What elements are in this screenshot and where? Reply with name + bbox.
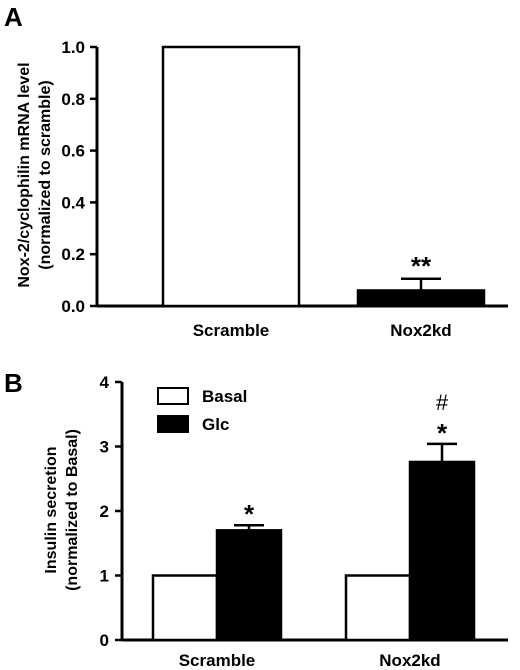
panel-b-significance-mark: * [244,499,255,529]
panel-b-chart: 0 1 2 3 4 * * # Scramble Nox2kd Basal Glc [100,373,508,670]
panel-a-ytick-label: 0.6 [61,142,85,161]
panel-b-legend-swatch [157,415,189,433]
panel-b-category-label: Nox2kd [379,651,440,670]
panel-a-category-label: Nox2kd [390,321,451,340]
panel-b-legend-swatch [157,387,189,405]
panel-a-ytick-label: 0.2 [61,245,85,264]
panel-b-legend-label: Basal [202,387,247,406]
panel-b-ytick-label: 4 [100,373,110,392]
panel-b-legend-label: Glc [202,415,229,434]
panel-b-bar [408,460,476,642]
panel-a-ytick-label: 0.0 [61,297,85,316]
panel-b-significance-mark: * [437,418,448,448]
panel-b-category-label: Scramble [179,651,256,670]
panel-b-bar [344,574,412,642]
panel-a-bar [161,45,301,308]
panel-b-ytick-label: 0 [100,631,109,650]
panel-a-ylabel-line2: (normalized to scramble) [37,80,54,269]
panel-b-hash-mark: # [436,390,449,415]
panel-a-significance-mark: ** [411,251,432,281]
panel-a-ytick-label: 0.4 [61,193,85,212]
panel-b-ytick-label: 2 [100,502,109,521]
panel-b-ytick-label: 3 [100,438,109,457]
panel-a-ytick-label: 1.0 [61,38,85,57]
panel-a-ytick-label: 0.8 [61,90,85,109]
panel-b-letter: B [4,368,23,398]
panel-b-ytick-label: 1 [100,567,109,586]
panel-b-ylabel-line1: Insulin secretion [43,446,60,573]
panel-a-bar [356,289,486,308]
panel-b-ylabel-line2: (normalized to Basal) [64,429,81,591]
panel-a-category-label: Scramble [193,321,270,340]
panel-a-ylabel-line1: Nox-2/cyclophilin mRNA level [16,62,33,287]
panel-b-bar [215,529,283,642]
panel-a-chart: 0.0 0.2 0.4 0.6 0.8 1.0 Scramble ** Nox2kd [61,38,508,340]
panel-b-bar [151,574,219,642]
panel-a-letter: A [4,2,23,32]
